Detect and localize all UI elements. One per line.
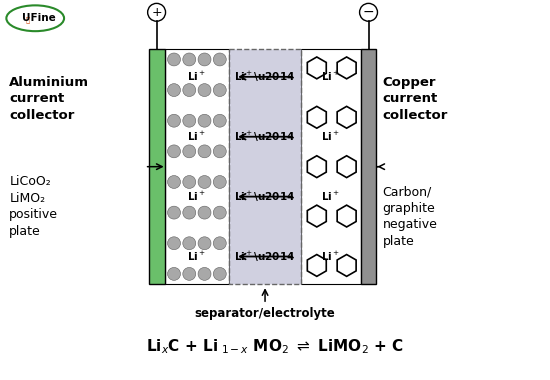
Text: Li$^+$\u2014: Li$^+$\u2014 — [234, 249, 296, 264]
Circle shape — [183, 176, 196, 188]
Bar — [229, 49, 301, 284]
Text: Li$^+$: Li$^+$ — [321, 250, 340, 263]
Text: UFine: UFine — [23, 13, 56, 23]
Circle shape — [198, 53, 211, 66]
Circle shape — [168, 84, 180, 97]
Polygon shape — [307, 255, 326, 276]
Circle shape — [183, 206, 196, 219]
Polygon shape — [307, 156, 326, 177]
Circle shape — [198, 84, 211, 97]
Circle shape — [168, 268, 180, 280]
Circle shape — [198, 268, 211, 280]
Text: Li$^+$\u2014: Li$^+$\u2014 — [234, 190, 296, 204]
Bar — [164, 49, 229, 284]
Circle shape — [183, 268, 196, 280]
Circle shape — [168, 206, 180, 219]
Circle shape — [213, 53, 226, 66]
Circle shape — [168, 114, 180, 127]
Text: Li$^+$: Li$^+$ — [321, 130, 340, 143]
Bar — [148, 49, 164, 284]
Circle shape — [213, 176, 226, 188]
Circle shape — [213, 237, 226, 250]
Circle shape — [213, 145, 226, 158]
Circle shape — [168, 176, 180, 188]
Text: Li$^+$: Li$^+$ — [188, 190, 206, 203]
Circle shape — [168, 53, 180, 66]
Circle shape — [183, 237, 196, 250]
Circle shape — [213, 206, 226, 219]
Text: +: + — [151, 6, 162, 19]
Text: Li$_x$C + Li$_{\ 1-x}$ MO$_2$ $\rightleftharpoons$ LiMO$_2$ + C: Li$_x$C + Li$_{\ 1-x}$ MO$_2$ $\rightlef… — [146, 337, 404, 356]
Text: Aluminium
current
collector: Aluminium current collector — [9, 76, 89, 122]
Text: LiCoO₂
LiMO₂
positive
plate: LiCoO₂ LiMO₂ positive plate — [9, 175, 58, 238]
Circle shape — [183, 53, 196, 66]
Text: Li$^+$: Li$^+$ — [188, 70, 206, 83]
Circle shape — [168, 237, 180, 250]
Polygon shape — [337, 205, 356, 227]
Polygon shape — [307, 205, 326, 227]
Circle shape — [213, 114, 226, 127]
Circle shape — [168, 145, 180, 158]
Circle shape — [198, 114, 211, 127]
Polygon shape — [337, 156, 356, 177]
Text: separator/electrolyte: separator/electrolyte — [195, 307, 336, 320]
Circle shape — [198, 206, 211, 219]
Text: Li$^+$\u2014: Li$^+$\u2014 — [234, 70, 296, 84]
Text: Li$^+$: Li$^+$ — [188, 130, 206, 143]
Polygon shape — [337, 255, 356, 276]
Polygon shape — [307, 57, 326, 79]
Text: Li$^+$: Li$^+$ — [188, 250, 206, 263]
Text: Li$^+$\u2014: Li$^+$\u2014 — [234, 130, 296, 144]
Circle shape — [213, 84, 226, 97]
Text: Li$^+$: Li$^+$ — [321, 70, 340, 83]
Polygon shape — [337, 57, 356, 79]
Polygon shape — [307, 106, 326, 128]
Circle shape — [183, 84, 196, 97]
Text: −: − — [362, 5, 375, 19]
Circle shape — [213, 268, 226, 280]
Bar — [301, 49, 361, 284]
Circle shape — [198, 145, 211, 158]
Text: Li$^+$: Li$^+$ — [321, 190, 340, 203]
Circle shape — [198, 176, 211, 188]
Bar — [361, 49, 377, 284]
Text: Carbon/
graphite
negative
plate: Carbon/ graphite negative plate — [382, 185, 437, 247]
Circle shape — [183, 114, 196, 127]
Circle shape — [198, 237, 211, 250]
Text: 🔥: 🔥 — [26, 16, 30, 22]
Circle shape — [183, 145, 196, 158]
Text: Copper
current
collector: Copper current collector — [382, 76, 448, 122]
Polygon shape — [337, 106, 356, 128]
